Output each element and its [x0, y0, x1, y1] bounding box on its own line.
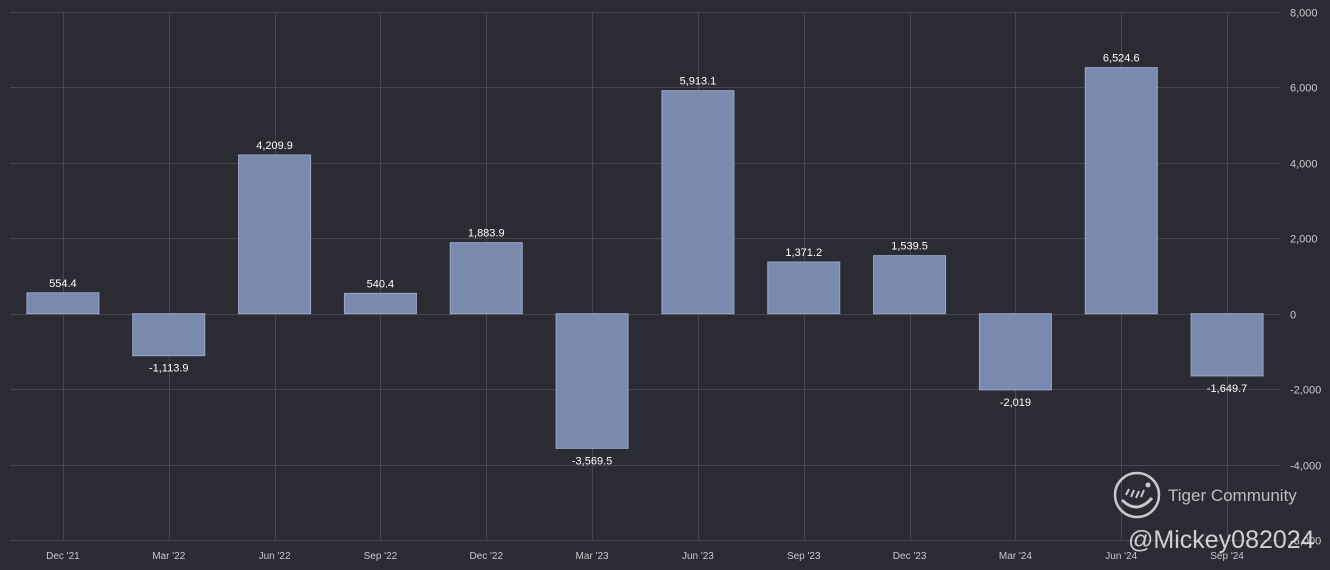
- x-tick-label: Dec '22: [469, 551, 503, 562]
- x-tick-label: Sep '22: [364, 551, 398, 562]
- bar[interactable]: [978, 313, 1052, 391]
- watermark: Tiger Community @Mickey082024: [1113, 471, 1315, 554]
- data-label: -1,649.7: [1207, 383, 1247, 395]
- x-tick-label: Jun '22: [259, 551, 291, 562]
- y-tick-label: -4,000: [1290, 461, 1321, 473]
- data-label: 554.4: [49, 278, 77, 290]
- x-tick-label: Jun '23: [682, 551, 714, 562]
- bar[interactable]: [1084, 67, 1158, 315]
- data-label: 5,913.1: [680, 76, 717, 88]
- value-labels: 554.4 -1,113.9 4,209.9 540.4 1,883.9 -3,569.5…: [49, 53, 1247, 468]
- data-label: -1,113.9: [149, 363, 189, 375]
- data-label: -2,019: [1000, 397, 1031, 409]
- y-tick-label: 8,000: [1290, 8, 1318, 20]
- watermark-handle: @Mickey082024: [1128, 526, 1315, 554]
- bar[interactable]: [132, 313, 206, 357]
- y-tick-label: 6,000: [1290, 83, 1318, 95]
- x-tick-label: Dec '21: [46, 551, 80, 562]
- bar[interactable]: [873, 255, 947, 315]
- x-tick-label: Jun '24: [1105, 551, 1137, 562]
- bars: [26, 67, 1264, 449]
- data-label: -3,569.5: [572, 455, 612, 467]
- x-axis: Dec '21 Mar '22 Jun '22 Sep '22 Dec '22 Mar '…: [46, 551, 1244, 562]
- y-tick-label: -2,000: [1290, 385, 1321, 397]
- data-label: 1,883.9: [468, 228, 505, 240]
- x-tick-label: Sep '24: [1210, 551, 1244, 562]
- x-tick-label: Mar '22: [152, 551, 185, 562]
- bar[interactable]: [555, 313, 629, 449]
- bar[interactable]: [661, 90, 735, 315]
- bar[interactable]: [26, 292, 100, 315]
- bar[interactable]: [1190, 313, 1264, 377]
- data-label: 1,371.2: [785, 247, 822, 259]
- data-label: 6,524.6: [1103, 53, 1140, 65]
- data-label: 540.4: [367, 278, 395, 290]
- x-tick-label: Sep '23: [787, 551, 821, 562]
- bar[interactable]: [343, 292, 417, 315]
- y-tick-label: -6,000: [1290, 536, 1321, 548]
- bar[interactable]: [767, 261, 841, 315]
- y-tick-label: 2,000: [1290, 234, 1318, 246]
- x-tick-label: Mar '23: [576, 551, 609, 562]
- bar[interactable]: [449, 242, 523, 315]
- watermark-brand: Tiger Community: [1168, 486, 1297, 505]
- data-label: 1,539.5: [891, 241, 928, 253]
- data-label: 4,209.9: [256, 140, 293, 152]
- bar[interactable]: [238, 154, 312, 315]
- x-tick-label: Dec '23: [893, 551, 927, 562]
- y-tick-label: 4,000: [1290, 159, 1318, 171]
- y-tick-label: 0: [1290, 310, 1296, 322]
- x-tick-label: Mar '24: [999, 551, 1032, 562]
- y-axis: 8,000 6,000 4,000 2,000 0 -2,000 -4,000 -6,000: [1290, 8, 1321, 548]
- tiger-logo-icon: [1113, 471, 1161, 519]
